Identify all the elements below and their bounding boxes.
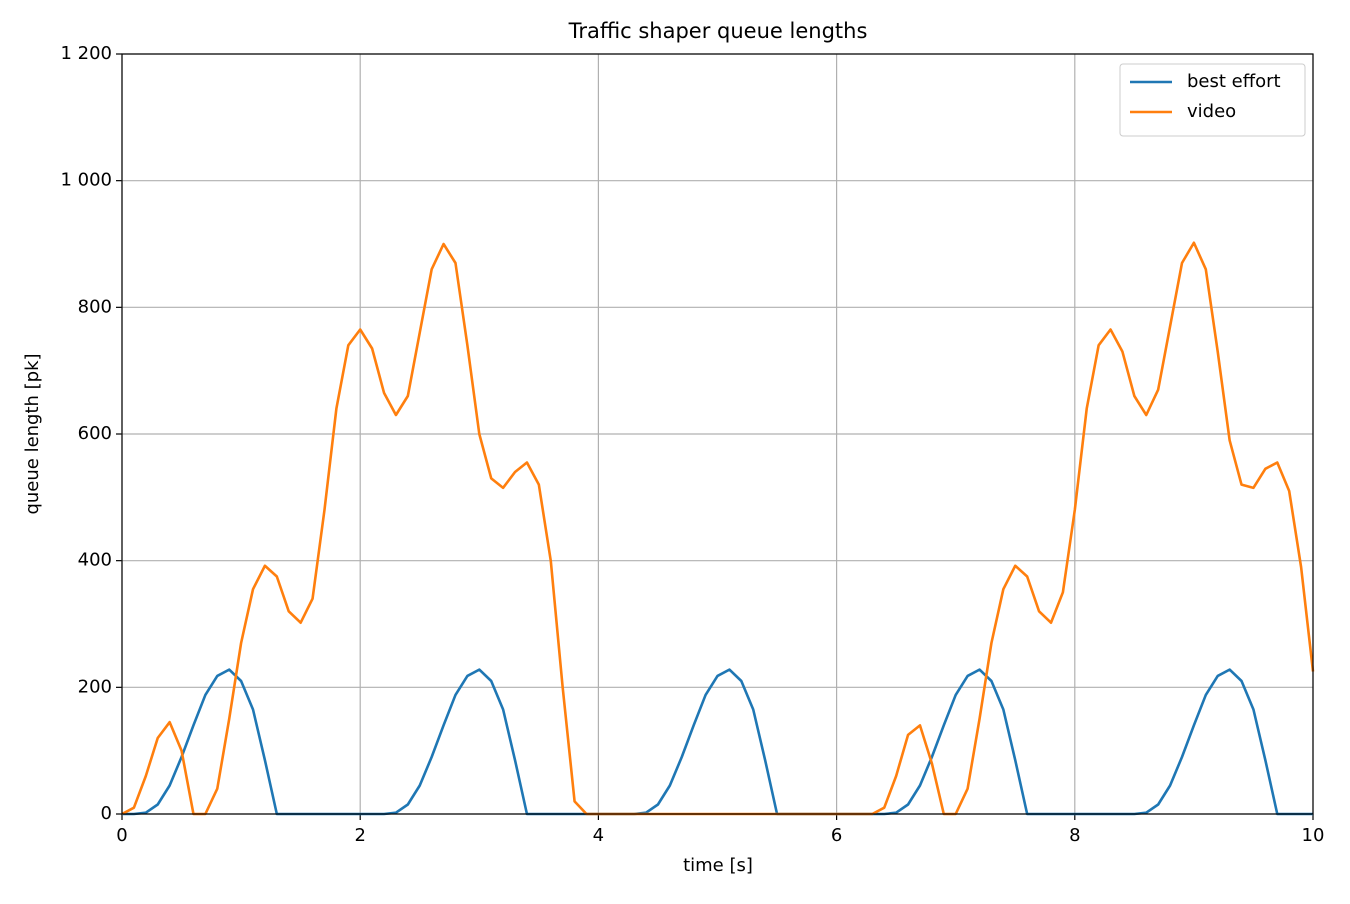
- y-tick-label: 600: [78, 423, 112, 444]
- y-axis-label: queue length [pk]: [22, 353, 43, 514]
- y-tick-label: 200: [78, 676, 112, 697]
- x-tick-label: 4: [593, 825, 604, 846]
- chart-title: Traffic shaper queue lengths: [568, 19, 868, 43]
- x-tick-label: 0: [116, 825, 127, 846]
- line-series: [121, 241, 1315, 816]
- plot-frame: [121, 53, 1314, 815]
- legend: best effort video: [1119, 63, 1306, 137]
- y-tick-label: 1 000: [60, 170, 112, 191]
- y-tick-label: 0: [101, 803, 112, 824]
- line-series: [122, 668, 1313, 816]
- legend-label: best effort: [1187, 71, 1281, 92]
- x-tick-label: 2: [354, 825, 365, 846]
- legend-label: video: [1187, 101, 1236, 122]
- y-tick-label: 1 200: [60, 43, 112, 64]
- x-tick-label: 6: [831, 825, 842, 846]
- x-axis-label: time [s]: [683, 855, 753, 876]
- y-tick-label: 800: [78, 296, 112, 317]
- x-tick-label: 10: [1302, 825, 1325, 846]
- x-tick-label: 8: [1069, 825, 1080, 846]
- y-tick-label: 400: [78, 550, 112, 571]
